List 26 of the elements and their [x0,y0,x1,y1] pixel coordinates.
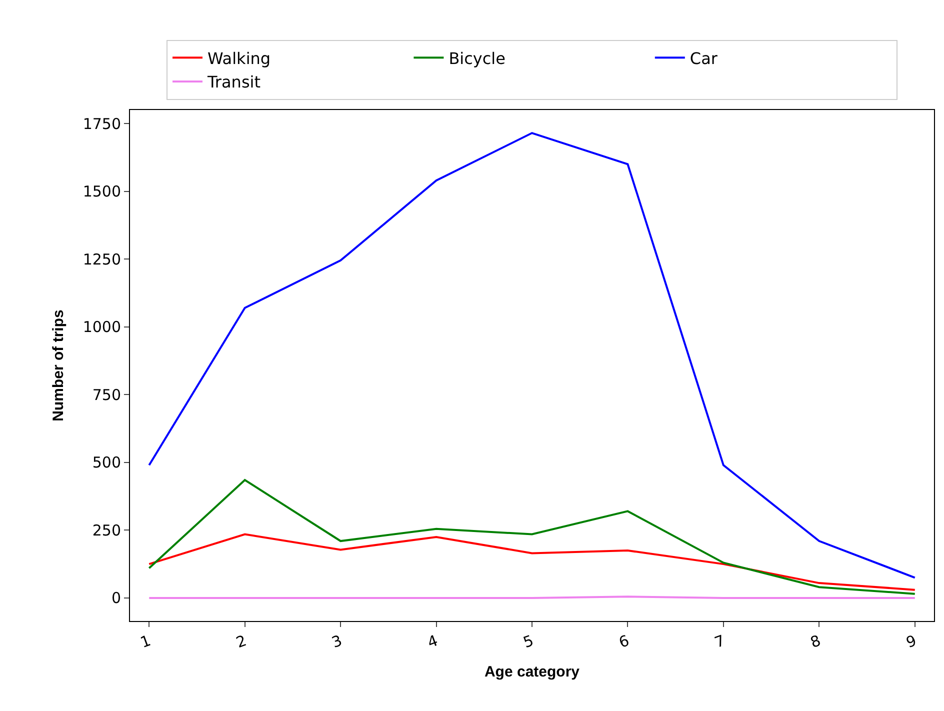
y-axis-title: Number of trips [50,310,68,422]
legend-label: Walking [208,48,271,68]
line-series [148,479,916,595]
legend-label: Car [690,48,718,68]
x-tick-label: 3 [329,631,345,652]
x-tick-label: 1 [138,631,154,652]
x-tick-label: 6 [616,631,632,652]
line-series [148,132,916,579]
y-tick-label: 0 [111,589,121,608]
y-tick-label: 1500 [82,182,121,201]
line-series [148,533,916,591]
x-tick-label: 5 [520,631,536,652]
legend-label: Bicycle [448,48,506,68]
y-tick-label: 500 [92,454,121,472]
y-tick-label: 1750 [82,114,121,133]
x-tick-label: 9 [904,631,919,652]
y-tick-label: 1000 [82,318,121,336]
x-tick-label: 7 [712,631,728,652]
y-tick-label: 250 [92,521,121,540]
y-tick-label: 750 [92,386,121,404]
x-tick-label: 8 [808,631,824,652]
x-tick-label: 2 [234,631,249,652]
y-tick-label: 1250 [82,250,121,268]
x-axis-title: Age category [484,664,580,681]
x-tick-label: 4 [425,631,440,652]
legend-label: Transit [206,72,260,92]
